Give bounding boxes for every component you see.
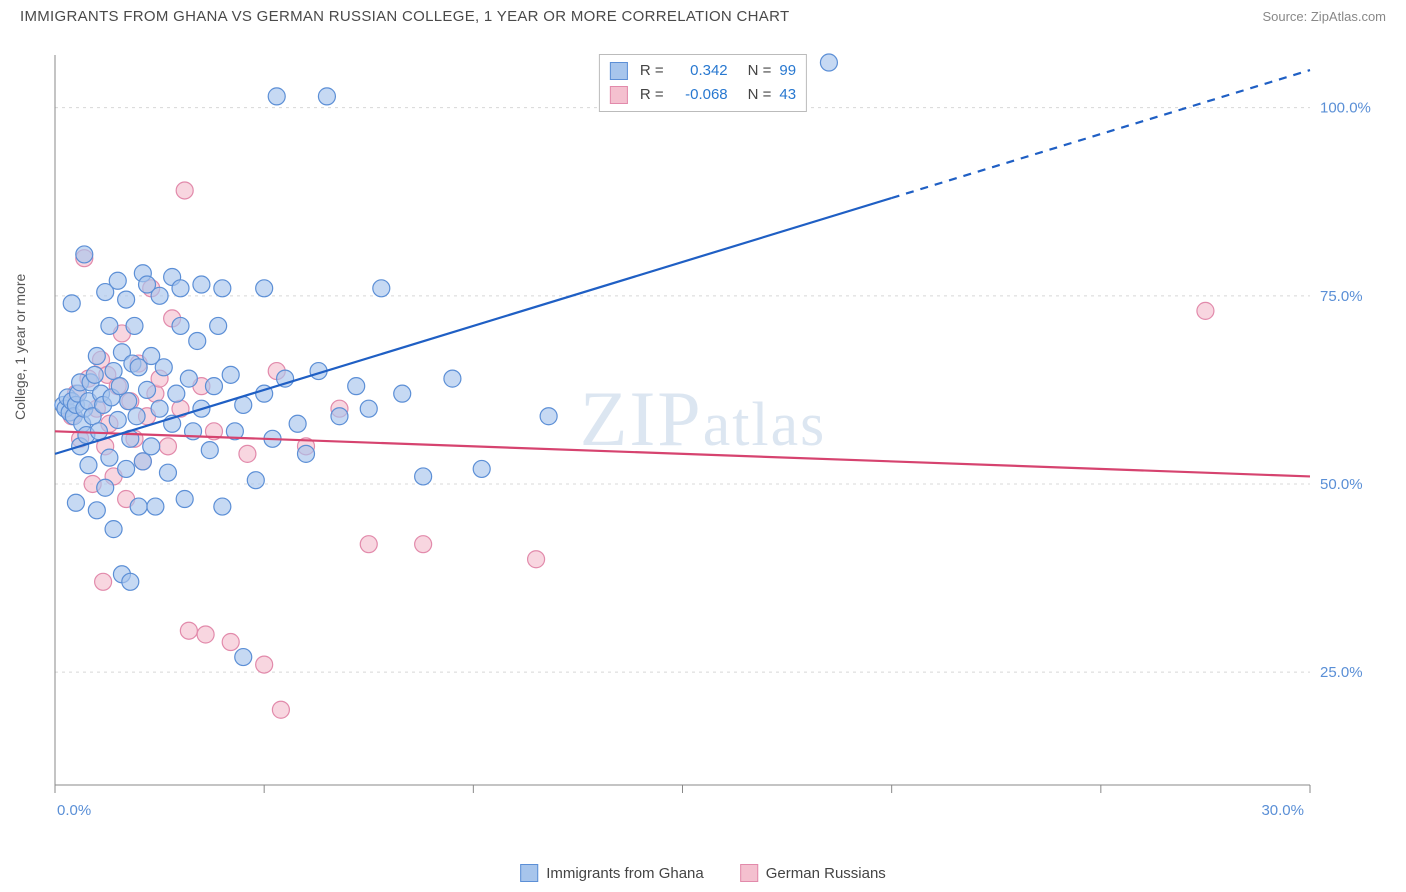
correlation-chart: 25.0% 50.0% 75.0% 100.0% 0.0% 30.0%	[50, 50, 1380, 840]
svg-text:75.0%: 75.0%	[1320, 288, 1363, 305]
legend-row-german: R = -0.068 N = 43	[610, 83, 796, 107]
svg-text:25.0%: 25.0%	[1320, 664, 1363, 681]
source-attribution: Source: ZipAtlas.com	[1262, 9, 1386, 24]
svg-text:30.0%: 30.0%	[1261, 802, 1304, 819]
swatch-german-icon	[740, 864, 758, 882]
svg-text:0.0%: 0.0%	[57, 802, 91, 819]
swatch-ghana-icon	[520, 864, 538, 882]
swatch-german	[610, 86, 628, 104]
svg-text:50.0%: 50.0%	[1320, 476, 1363, 493]
y-axis-label: College, 1 year or more	[12, 274, 28, 420]
legend-row-ghana: R = 0.342 N = 99	[610, 59, 796, 83]
legend-item-ghana: Immigrants from Ghana	[520, 864, 704, 882]
svg-text:100.0%: 100.0%	[1320, 100, 1371, 117]
chart-title: IMMIGRANTS FROM GHANA VS GERMAN RUSSIAN …	[20, 8, 789, 25]
series-legend: Immigrants from Ghana German Russians	[520, 864, 886, 882]
legend-item-german: German Russians	[740, 864, 886, 882]
correlation-legend: R = 0.342 N = 99 R = -0.068 N = 43	[599, 54, 807, 112]
swatch-ghana	[610, 62, 628, 80]
chart-header: IMMIGRANTS FROM GHANA VS GERMAN RUSSIAN …	[0, 0, 1406, 33]
